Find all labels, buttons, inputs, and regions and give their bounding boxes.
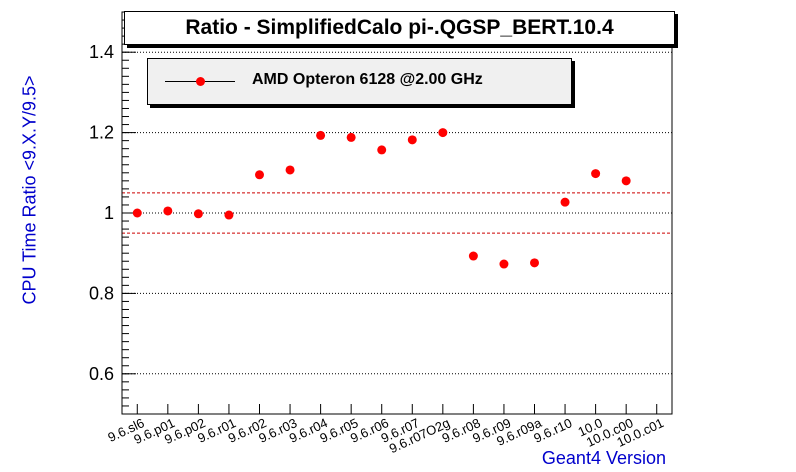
data-point <box>255 170 264 180</box>
y-tick-label: 1 <box>104 203 114 223</box>
data-point <box>438 128 448 138</box>
data-point <box>499 259 509 269</box>
data-point <box>407 135 417 145</box>
data-point <box>193 209 203 219</box>
reference-lines <box>122 192 672 234</box>
y-tick-label: 0.8 <box>89 283 114 303</box>
legend-label: AMD Opteron 6128 @2.00 GHz <box>252 71 483 88</box>
data-point <box>530 258 539 268</box>
data-point <box>132 208 142 218</box>
data-point <box>163 206 173 216</box>
chart-title-text: Ratio - SimplifiedCalo pi-.QGSP_BERT.10.… <box>185 16 614 39</box>
x-tick-labels: 9.6.sl69.6.p019.6.p029.6.r019.6.r029.6.r… <box>105 415 666 456</box>
data-point <box>285 165 295 175</box>
x-axis-label: Geant4 Version <box>541 448 666 468</box>
data-point <box>591 169 601 179</box>
data-points <box>132 128 631 269</box>
data-point <box>316 130 326 140</box>
y-tick-labels: 0.6 0.8 1 1.2 1.4 <box>89 42 114 384</box>
y-tick-label: 0.6 <box>89 364 114 384</box>
data-point <box>224 210 234 220</box>
legend: AMD Opteron 6128 @2.00 GHz <box>147 58 572 105</box>
data-point <box>346 132 356 142</box>
data-point <box>377 145 387 155</box>
axis-ticks <box>122 11 658 415</box>
data-point <box>621 176 631 186</box>
y-tick-label: 1.2 <box>89 123 114 143</box>
legend-marker <box>196 77 205 86</box>
chart-title: Ratio - SimplifiedCalo pi-.QGSP_BERT.10.… <box>124 11 675 45</box>
y-axis-label: CPU Time Ratio <9.X.Y/9.5> <box>19 75 40 305</box>
y-tick-label: 1.4 <box>89 42 114 62</box>
data-point <box>560 197 570 207</box>
data-point <box>468 251 478 261</box>
